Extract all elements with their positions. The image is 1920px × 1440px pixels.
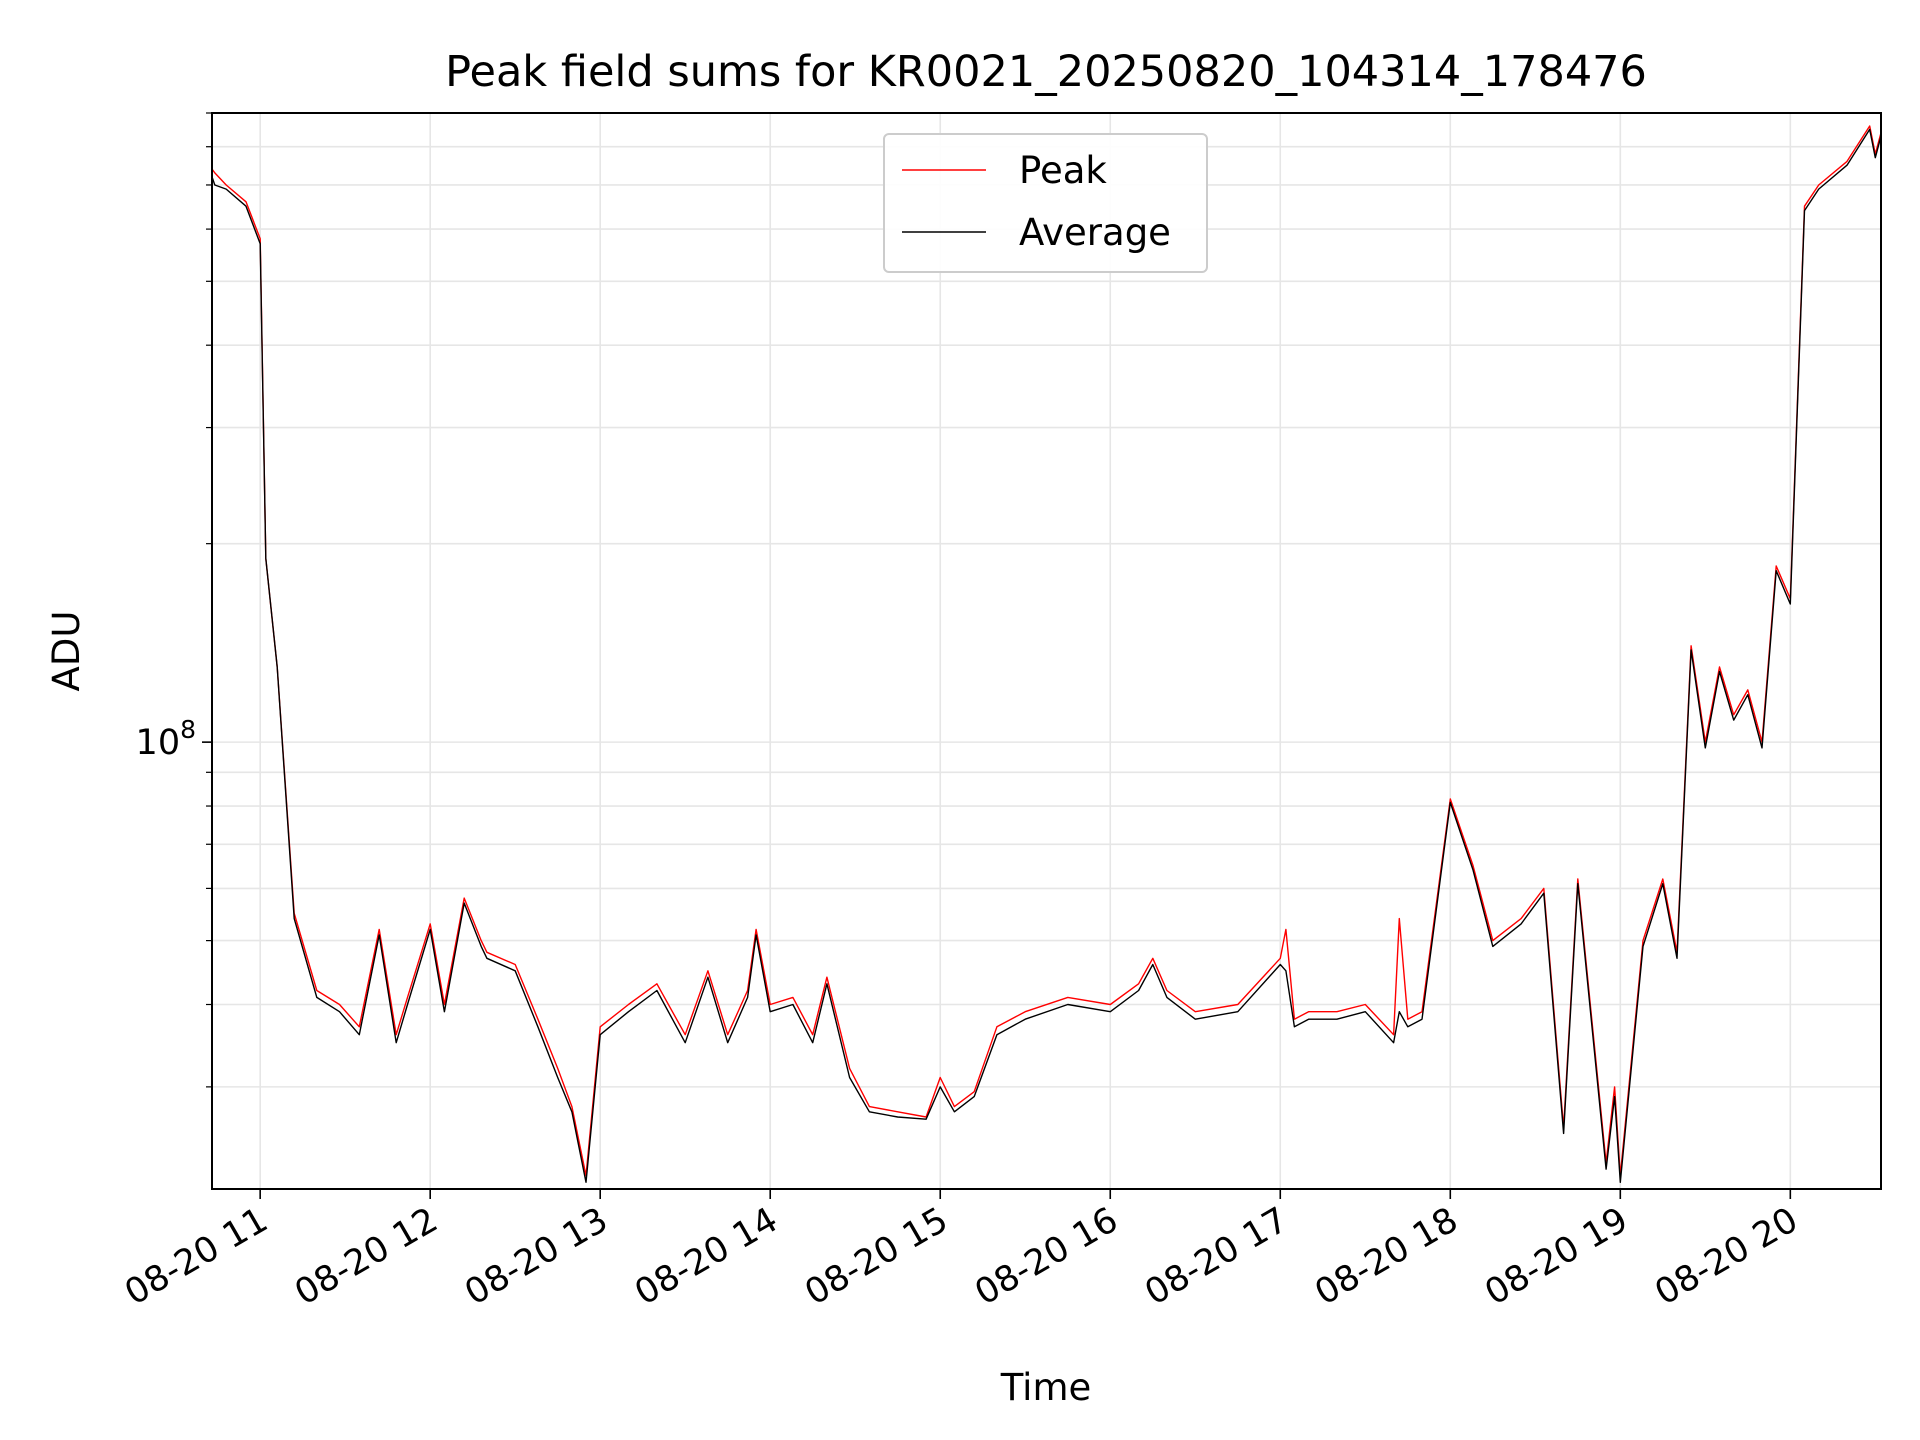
series-line-average — [212, 129, 1881, 1182]
legend-peak-label: Peak — [1019, 149, 1107, 192]
y-tick-label: 108 — [136, 715, 196, 763]
series-line-peak — [212, 126, 1881, 1176]
x-tick-label: 08-20 20 — [1649, 1200, 1805, 1313]
chart-title: Peak field sums for KR0021_20250820_1043… — [445, 47, 1647, 97]
x-tick-label: 08-20 18 — [1308, 1200, 1464, 1313]
x-tick-label: 08-20 13 — [458, 1200, 614, 1313]
y-axis-label: ADU — [45, 611, 88, 692]
x-tick-label: 08-20 17 — [1138, 1200, 1294, 1313]
x-tick-label: 08-20 16 — [968, 1200, 1124, 1313]
legend-average-label: Average — [1019, 211, 1171, 254]
plot-series — [212, 126, 1881, 1182]
x-tick-label: 08-20 12 — [288, 1200, 444, 1313]
legend: Peak Average — [884, 134, 1207, 272]
grid-lines — [212, 113, 1881, 1189]
x-tick-label: 08-20 14 — [628, 1200, 784, 1313]
chart-figure: Peak field sums for KR0021_20250820_1043… — [0, 0, 1920, 1440]
x-tick-label: 08-20 19 — [1479, 1200, 1635, 1313]
plot-area-frame — [212, 113, 1881, 1189]
x-tick-label: 08-20 11 — [118, 1200, 274, 1313]
x-axis-label: Time — [1000, 1366, 1092, 1409]
axes: 08-20 11 08-20 12 08-20 13 08-20 14 08-20 15… — [118, 113, 1804, 1313]
x-tick-label: 08-20 15 — [798, 1200, 954, 1313]
